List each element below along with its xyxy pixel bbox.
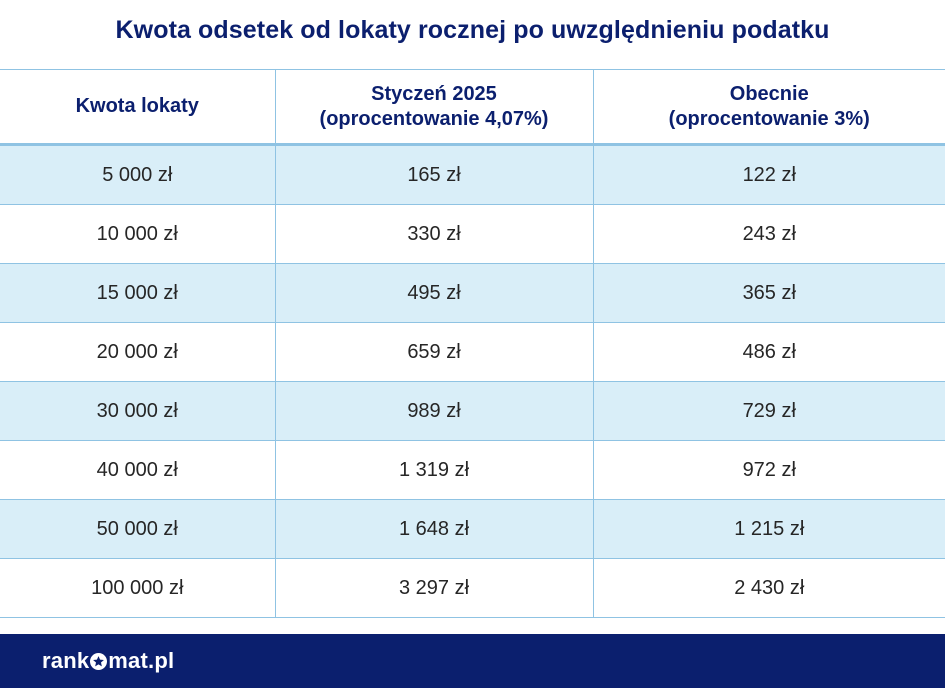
january-2025-interest-cell: 3 297 zł — [274, 558, 594, 618]
table-row: 100 000 zł 3 297 zł 2 430 zł — [0, 558, 945, 618]
deposit-amount-cell: 40 000 zł — [0, 440, 276, 500]
current-interest-cell: 243 zł — [592, 204, 945, 264]
brand-suffix: mat.pl — [108, 648, 175, 673]
january-2025-interest-cell: 495 zł — [274, 263, 594, 323]
table-row: 20 000 zł 659 zł 486 zł — [0, 322, 945, 382]
deposit-amount-cell: 15 000 zł — [0, 263, 276, 323]
table-row: 5 000 zł 165 zł 122 zł — [0, 144, 945, 205]
header-current: Obecnie (oprocentowanie 3%) — [592, 69, 945, 146]
table-row: 10 000 zł 330 zł 243 zł — [0, 204, 945, 264]
footer-bar: rank mat.pl — [0, 634, 945, 688]
january-2025-interest-cell: 1 319 zł — [274, 440, 594, 500]
current-interest-cell: 365 zł — [592, 263, 945, 323]
table-row: 40 000 zł 1 319 zł 972 zł — [0, 440, 945, 500]
deposit-amount-cell: 100 000 zł — [0, 558, 276, 618]
header-line: Kwota lokaty — [75, 95, 199, 117]
table-body: 5 000 zł 165 zł 122 zł 10 000 zł 330 zł 243 z… — [0, 144, 945, 618]
brand-prefix: rank — [42, 648, 90, 673]
deposit-amount-cell: 10 000 zł — [0, 204, 276, 264]
current-interest-cell: 486 zł — [592, 322, 945, 382]
current-interest-cell: 972 zł — [592, 440, 945, 500]
january-2025-interest-cell: 1 648 zł — [274, 499, 594, 559]
current-interest-cell: 1 215 zł — [592, 499, 945, 559]
deposit-amount-cell: 5 000 zł — [0, 144, 276, 205]
star-icon — [90, 653, 108, 670]
january-2025-interest-cell: 165 zł — [274, 144, 594, 205]
deposit-amount-cell: 50 000 zł — [0, 499, 276, 559]
brand-logo: rank mat.pl — [42, 648, 174, 674]
january-2025-interest-cell: 330 zł — [274, 204, 594, 264]
table-header-row: Kwota lokaty Styczeń 2025 (oprocentowani… — [0, 69, 945, 146]
page-title: Kwota odsetek od lokaty rocznej po uwzgl… — [115, 16, 830, 44]
header-deposit-amount: Kwota lokaty — [0, 69, 276, 146]
current-interest-cell: 122 zł — [592, 144, 945, 205]
rates-table: Kwota lokaty Styczeń 2025 (oprocentowani… — [0, 69, 945, 618]
header-subline: (oprocentowanie 4,07%) — [319, 107, 549, 130]
header-line: Obecnie — [729, 82, 809, 105]
table-row: 50 000 zł 1 648 zł 1 215 zł — [0, 499, 945, 559]
header-january-2025: Styczeń 2025 (oprocentowanie 4,07%) — [274, 69, 594, 146]
deposit-amount-cell: 20 000 zł — [0, 322, 276, 382]
january-2025-interest-cell: 989 zł — [274, 381, 594, 441]
current-interest-cell: 2 430 zł — [592, 558, 945, 618]
current-interest-cell: 729 zł — [592, 381, 945, 441]
header-subline: (oprocentowanie 3%) — [668, 107, 870, 130]
deposit-amount-cell: 30 000 zł — [0, 381, 276, 441]
table-row: 30 000 zł 989 zł 729 zł — [0, 381, 945, 441]
table-row: 15 000 zł 495 zł 365 zł — [0, 263, 945, 323]
january-2025-interest-cell: 659 zł — [274, 322, 594, 382]
header-line: Styczeń 2025 — [371, 82, 497, 105]
